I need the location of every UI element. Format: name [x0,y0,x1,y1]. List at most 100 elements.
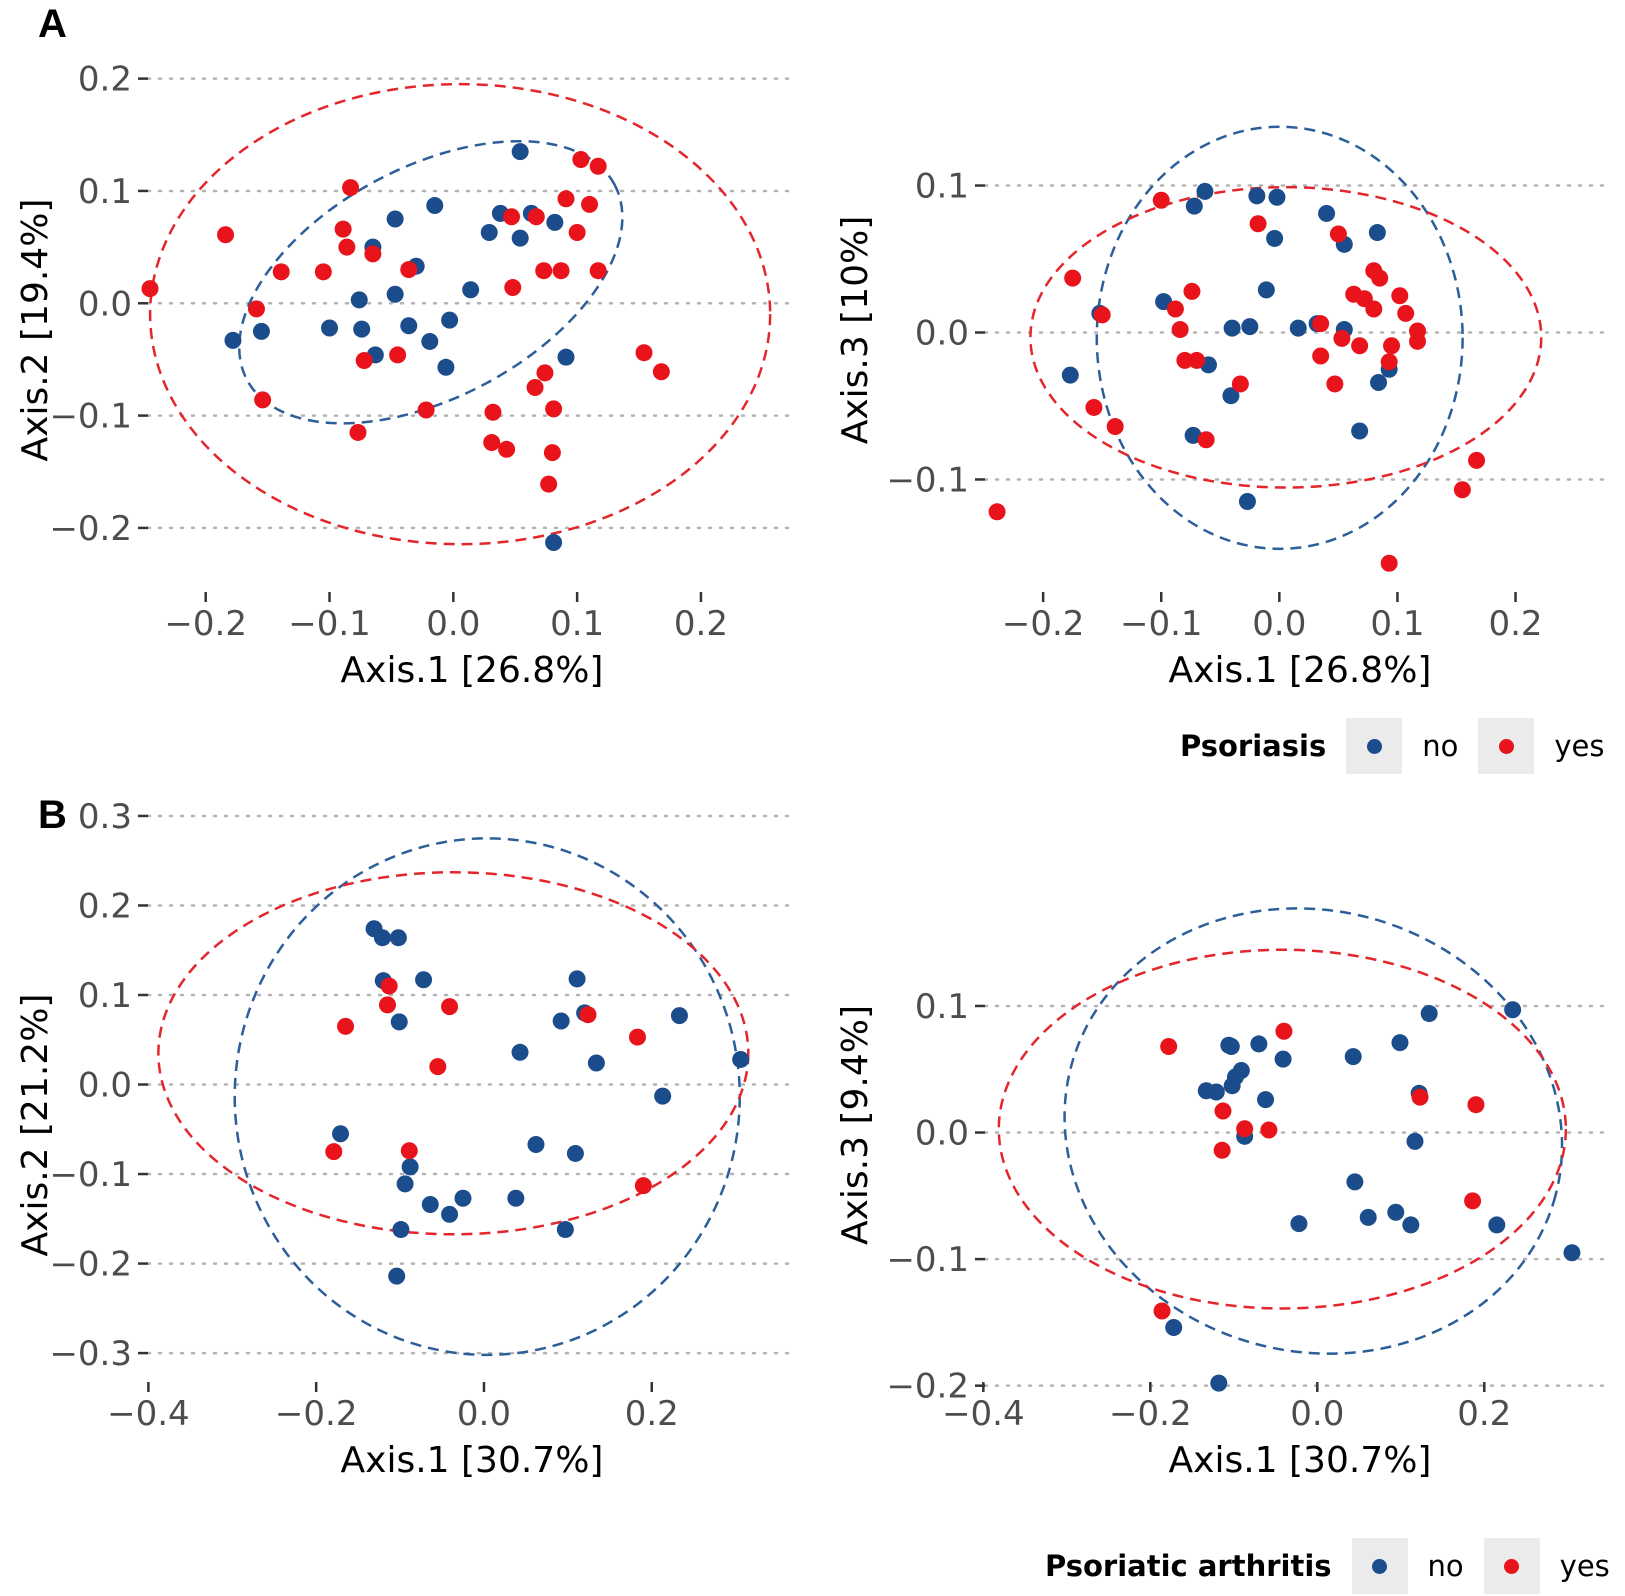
point-yes [1468,451,1486,469]
point-no [1196,182,1214,200]
panel-label-a: A [38,2,67,46]
point-no [511,229,529,247]
legend-key-yes [1478,718,1535,774]
y-tick-label: 0.0 [78,284,132,324]
y-tick-label: −0.1 [886,460,969,500]
point-no [1368,224,1386,242]
point-no [1318,204,1336,222]
point-no [1488,1216,1506,1234]
point-no [415,971,433,989]
point-no [454,1189,472,1207]
y-tick-label: −0.1 [49,397,132,437]
point-yes [552,262,570,280]
y-tick-label: 0.2 [78,60,132,100]
legend-label-no: no [1427,1549,1464,1583]
point-yes [217,226,235,244]
panel-label-b: B [38,793,67,837]
y-axis-title: Axis.3 [10%] [835,216,876,445]
legend-label-no: no [1422,729,1459,763]
x-tick-label: 0.0 [457,1394,511,1434]
point-yes [483,434,501,452]
point-yes [1326,375,1344,393]
point-no [1238,493,1256,511]
point-yes [342,179,360,197]
point-no [386,285,404,303]
point-yes [526,379,544,397]
y-tick-label: 0.0 [915,314,969,354]
point-no [1061,366,1079,384]
point-yes [1213,1141,1231,1159]
y-axis-title: Axis.2 [19.4%] [15,199,56,462]
point-yes [1397,304,1415,322]
point-yes [545,400,563,418]
point-no [421,1195,439,1213]
x-tick-label: 0.2 [625,1394,679,1434]
point-yes [1312,315,1330,333]
point-yes [1188,351,1206,369]
point-no [480,224,498,242]
point-yes [1409,332,1427,350]
x-tick-label: 0.0 [1252,604,1306,644]
point-yes [1064,269,1082,287]
point-no [552,1012,570,1030]
point-yes [589,262,607,280]
point-no [557,348,575,366]
y-tick-label: −0.2 [49,509,132,549]
point-no [566,1144,584,1162]
point-yes [572,150,590,168]
point-no [400,317,418,335]
legend-title: Psoriasis [1180,729,1327,763]
point-yes [337,1017,355,1035]
y-tick-label: −0.3 [49,1334,132,1374]
point-yes [1411,1088,1429,1106]
point-no [1406,1132,1424,1150]
point-no [1563,1244,1581,1262]
point-no [511,143,529,161]
point-no [587,1054,605,1072]
point-yes [1333,329,1351,347]
point-yes [503,208,521,226]
x-axis-title: Axis.1 [30.7%] [341,1440,604,1481]
point-no [401,1158,419,1176]
legend-key-no [1351,1538,1408,1594]
point-no [507,1189,525,1207]
y-tick-label: 0.1 [915,167,969,207]
point-no [426,197,444,215]
point-yes [579,1006,597,1024]
point-no [1210,1374,1228,1392]
legend-key-no [1346,718,1403,774]
x-tick-label: 0.2 [1457,1394,1511,1434]
point-yes [1383,337,1401,355]
point-no [389,929,407,947]
point-yes [628,1028,646,1046]
point-no [1223,319,1241,337]
point-yes [527,208,545,226]
point-yes [1371,269,1389,287]
point-no [654,1087,672,1105]
point-no [1351,422,1369,440]
point-no [388,1267,406,1285]
legend-label-yes: yes [1559,1549,1610,1583]
point-no [462,281,480,299]
legend-dot-no [1372,1558,1388,1574]
point-yes [325,1143,343,1161]
point-yes [1249,215,1267,233]
point-no [332,1125,350,1143]
point-no [321,319,339,337]
point-no [1185,197,1203,215]
point-no [1504,1001,1522,1019]
point-yes [378,996,396,1014]
point-yes [1391,287,1409,305]
point-yes [988,503,1006,521]
point-yes [634,1177,652,1195]
point-yes [1355,290,1373,308]
point-yes [1312,347,1330,365]
point-no [421,332,439,350]
point-no [1370,373,1388,391]
legend-psoriatic-arthritis: Psoriatic arthritis no yes [1045,1538,1625,1594]
point-no [353,320,371,338]
point-yes [380,977,398,995]
point-yes [1171,321,1189,339]
ellipse-yes [148,82,772,546]
